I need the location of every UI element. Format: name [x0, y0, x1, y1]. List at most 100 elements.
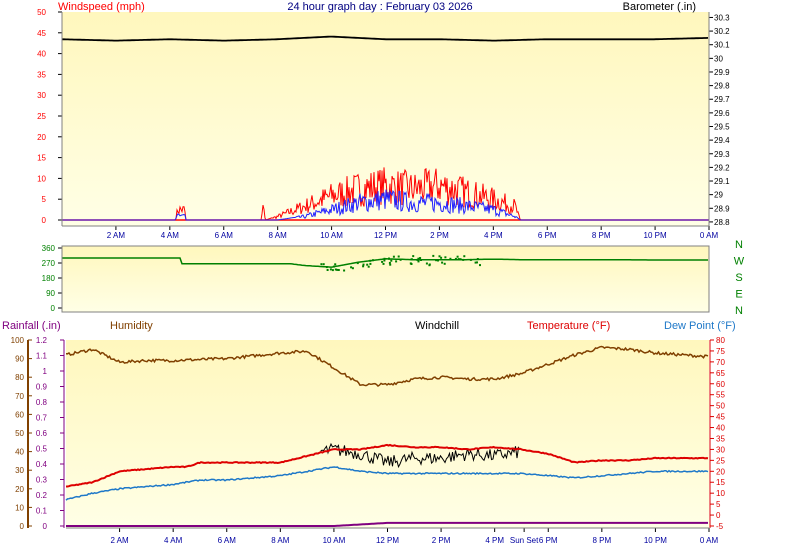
barometer-tick-label: 29.8	[714, 82, 730, 91]
time-tick-label: 6 AM	[218, 536, 237, 545]
wind-direction-point	[444, 256, 447, 259]
time-tick-label: Sun Set	[510, 536, 539, 545]
direction-panel-background	[62, 246, 709, 312]
temp-tick-label: -5	[716, 522, 724, 531]
wind-direction-point	[388, 257, 390, 260]
time-tick-label: 8 AM	[269, 231, 288, 240]
time-tick-label: 2 PM	[430, 231, 449, 240]
rain-tick-label: 0.7	[36, 414, 48, 423]
barometer-tick-label: 29.2	[714, 163, 730, 172]
temp-tick-label: 45	[716, 413, 725, 422]
temperature-label: Temperature (°F)	[527, 320, 610, 332]
time-tick-label: 0 AM	[700, 231, 719, 240]
wind-direction-point	[322, 263, 325, 266]
wind-direction-point	[428, 264, 431, 267]
wind-direction-point	[325, 266, 328, 269]
wind-direction-point	[443, 262, 446, 265]
wind-direction-point	[397, 255, 400, 258]
humidity-ticks: 0 10 20 30 40 50 60 70 80 90 100	[11, 336, 32, 531]
wind-direction-point	[331, 269, 334, 272]
direction-panel-frame	[61, 245, 710, 313]
barometer-tick-label: 28.8	[714, 218, 730, 227]
windspeed-tick-label: 35	[37, 70, 46, 79]
humidity-tick-label: 30	[15, 466, 24, 475]
barometer-tick-label: 29.7	[714, 95, 730, 104]
wind-direction-point	[449, 257, 452, 260]
climate-panel-series	[65, 345, 709, 527]
barometer-line	[62, 35, 709, 42]
wind-direction-point	[457, 258, 460, 261]
rain-tick-label: 1.1	[36, 352, 48, 361]
windspeed-tick-label: 40	[37, 50, 46, 59]
wind-direction-point	[462, 258, 465, 261]
compass-label: S	[735, 272, 742, 284]
direction-ticks: 0 90 180 270 360	[42, 244, 62, 313]
time-tick-label: 10 PM	[644, 231, 667, 240]
barometer-tick-label: 29.4	[714, 136, 730, 145]
humidity-tick-label: 40	[15, 448, 24, 457]
barometer-tick-label: 29.5	[714, 122, 730, 131]
humidity-tick-label: 70	[15, 392, 24, 401]
time-tick-label: 2 AM	[107, 231, 126, 240]
wind-direction-point	[383, 259, 386, 262]
temp-tick-label: 20	[716, 467, 725, 476]
wind-direction-point	[425, 262, 428, 265]
direction-tick-label: 90	[46, 289, 55, 298]
temp-tick-label: 0	[716, 511, 721, 520]
barometer-ticks: 28.8 28.9 29 29.1 29.2 29.3 29.4 29.5 29.6 29.7 29…	[709, 13, 730, 227]
wind-direction-point	[437, 259, 439, 262]
temp-tick-label: 60	[716, 380, 725, 389]
wind-direction-point	[332, 265, 335, 268]
barometer-tick-label: 29.1	[714, 177, 730, 186]
time-tick-label: 0 AM	[700, 536, 719, 545]
temp-tick-label: 40	[716, 424, 725, 433]
humidity-tick-label: 0	[20, 522, 25, 531]
rain-tick-label: 0.9	[36, 383, 48, 392]
barometer-tick-label: 29.9	[714, 68, 730, 77]
windchill-line	[320, 442, 521, 469]
direction-tick-label: 180	[42, 274, 56, 283]
time-tick-label: 12 PM	[374, 231, 397, 240]
windchill-label: Windchill	[415, 320, 459, 332]
rain-tick-label: 1.2	[36, 336, 48, 345]
compass-label: N	[735, 239, 743, 251]
wind-direction-point	[416, 258, 419, 261]
wind-direction-point	[362, 263, 365, 266]
windspeed-tick-label: 45	[37, 29, 46, 38]
wind-direction-point	[366, 263, 369, 266]
windspeed-ticks: 0 5 10 15 20 25 30 35 40 45 50	[37, 8, 62, 225]
time-tick-label: 10 AM	[323, 536, 346, 545]
rain-tick-label: 0.4	[36, 460, 48, 469]
barometer-tick-label: 28.9	[714, 204, 730, 213]
windspeed-axis-label: Windspeed (mph)	[58, 1, 145, 13]
wind-direction-point	[474, 261, 477, 264]
wind-direction-point	[476, 258, 479, 260]
windspeed-tick-label: 25	[37, 112, 46, 121]
wind-direction-point	[367, 265, 370, 268]
humidity-tick-label: 90	[15, 355, 24, 364]
wind-direction-point	[409, 262, 412, 265]
temp-tick-label: 80	[716, 336, 725, 345]
direction-series	[62, 254, 708, 272]
barometer-tick-label: 30.2	[714, 27, 730, 36]
wind-direction-point	[389, 263, 392, 266]
time-tick-label: 4 PM	[485, 536, 504, 545]
humidity-tick-label: 60	[15, 410, 24, 419]
humidity-tick-label: 20	[15, 485, 24, 494]
wind-direction-point	[420, 259, 422, 261]
barometer-tick-label: 29.3	[714, 150, 730, 159]
windspeed-average-line	[62, 189, 709, 221]
wind-direction-point	[476, 261, 478, 264]
wind-direction-point	[329, 268, 332, 271]
compass-label: N	[735, 305, 743, 317]
wind-direction-point	[456, 255, 459, 258]
rainfall-ticks: 0 0.1 0.2 0.3 0.4 0.5 0.6 0.7 0.8 0.9 1 1.1 1.2	[36, 336, 64, 531]
wind-direction-point	[435, 259, 438, 262]
wind-direction-point	[395, 260, 398, 263]
wind-panel-series	[62, 35, 709, 221]
temp-tick-label: 25	[716, 456, 725, 465]
time-tick-label: 6 AM	[215, 231, 234, 240]
climate-panel-time-axis: 2 AM 4 AM 6 AM 8 AM 10 AM 12 PM 2 PM 4 PM Sun Se…	[110, 528, 718, 545]
